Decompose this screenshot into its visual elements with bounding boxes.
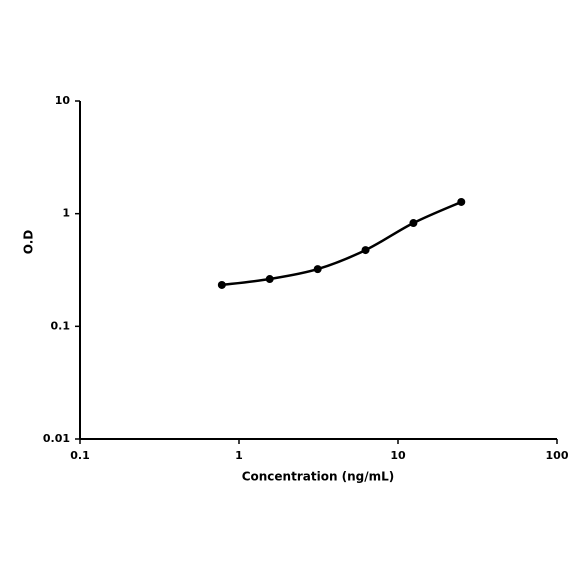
data-point (265, 275, 274, 284)
x-tick-label: 10 (390, 449, 406, 462)
x-axis-label: Concentration (ng/mL) (242, 470, 395, 484)
data-point (409, 219, 418, 228)
y-tick-label: 0.1 (51, 319, 71, 332)
y-tick-label: 10 (55, 94, 71, 107)
data-point (217, 280, 226, 289)
data-point (361, 246, 370, 255)
x-tick-label: 100 (546, 449, 569, 462)
data-point (457, 197, 466, 206)
x-tick-label: 1 (235, 449, 243, 462)
data-point (313, 265, 322, 274)
y-tick-label: 0.01 (43, 432, 70, 445)
x-tick-label: 0.1 (70, 449, 90, 462)
data-line (221, 200, 462, 287)
y-axis-label: O.D (22, 230, 36, 254)
y-tick-label: 1 (62, 207, 70, 220)
